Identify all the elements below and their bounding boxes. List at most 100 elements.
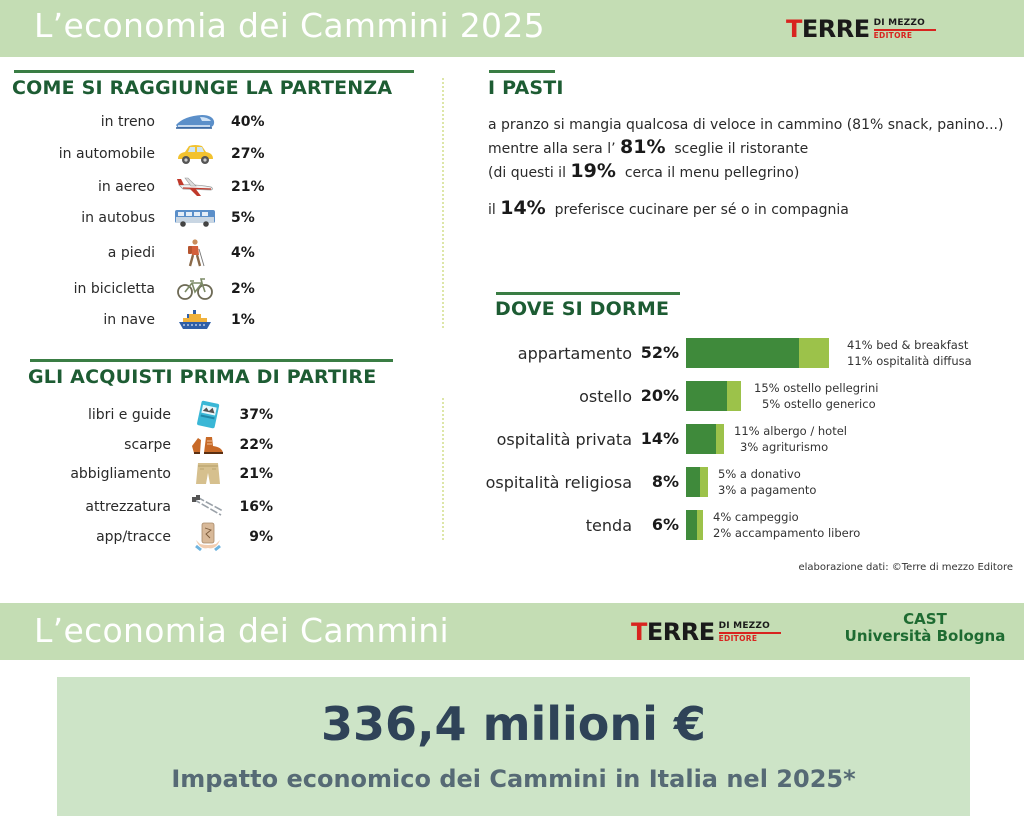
hiking-boots-icon — [183, 434, 233, 456]
transport-label: a piedi — [107, 245, 155, 261]
transport-item: in bicicletta 2% — [0, 275, 255, 303]
terre-di-mezzo-logo: TERRE DI MEZZO EDITORE — [631, 620, 781, 644]
section-rule — [496, 292, 680, 295]
shorts-icon — [183, 461, 233, 487]
bar-secondary — [799, 338, 829, 368]
meals-line: mentre alla sera l’ 81% sceglie il risto… — [488, 136, 809, 158]
purchases-title: GLI ACQUISTI PRIMA DI PARTIRE — [28, 366, 377, 388]
sleep-value: 14% — [640, 429, 679, 448]
column-divider — [442, 78, 444, 328]
impact-value: 336,4 milioni € — [321, 697, 706, 751]
column-divider — [442, 398, 444, 540]
bar-primary — [686, 467, 700, 497]
sleep-item: ospitalità religiosa 8% 5% a donativo 3% a … — [0, 467, 1024, 497]
sleep-label: appartamento — [517, 344, 632, 363]
bus-icon — [165, 208, 225, 228]
sleep-breakdown: 4% campeggio 2% accampamento libero — [713, 510, 861, 540]
bicycle-icon — [165, 277, 225, 301]
bar-secondary — [716, 424, 724, 454]
bar-primary — [686, 424, 716, 454]
purchase-item: abbigliamento 21% — [0, 460, 273, 488]
sleep-breakdown: 41% bed & breakfast 11% ospitalità diffus… — [847, 338, 972, 368]
section-rule — [489, 70, 555, 73]
sleep-label: tenda — [585, 516, 632, 535]
trekking-poles-icon — [183, 495, 233, 519]
bar-secondary — [700, 467, 708, 497]
transport-item: in treno 40% — [0, 108, 265, 136]
purchase-label: libri e guide — [88, 407, 171, 423]
meals-line: il 14% preferisce cucinare per sé o in c… — [488, 197, 849, 219]
purchase-value: 37% — [239, 407, 273, 423]
sleep-item: appartamento 52% 41% bed & breakfast 11% os… — [0, 338, 1024, 368]
sleep-value: 6% — [651, 515, 679, 534]
transport-item: in aereo 21% — [0, 173, 265, 201]
sleep-label: ostello — [579, 387, 632, 406]
purchase-label: abbigliamento — [70, 466, 171, 482]
sleep-breakdown: 15% ostello pellegrini 5% ostello generic… — [754, 381, 879, 411]
purchase-item: scarpe 22% — [0, 431, 273, 459]
transport-title: COME SI RAGGIUNGE LA PARTENZA — [12, 77, 393, 99]
data-credit: elaborazione dati: ©Terre di mezzo Edito… — [798, 562, 1013, 573]
phone-app-icon — [183, 522, 233, 552]
meals-line: (di questi il 19% cerca il menu pellegri… — [488, 160, 800, 182]
purchase-value: 22% — [239, 437, 273, 453]
sleep-value: 8% — [651, 472, 679, 491]
header-banner: L’economia dei Cammini 2025 TERRE DI MEZ… — [0, 0, 1024, 57]
meals-line: a pranzo si mangia qualcosa di veloce in… — [488, 117, 1004, 133]
hiker-icon — [165, 238, 225, 268]
train-icon — [165, 112, 225, 132]
section-rule — [14, 70, 414, 73]
transport-item: in nave 1% — [0, 306, 255, 334]
sleep-breakdown: 5% a donativo 3% a pagamento — [718, 467, 817, 497]
sleep-item: tenda 6% 4% campeggio 2% accampamento liber… — [0, 510, 1024, 540]
footer-title: L’economia dei Cammini — [34, 611, 449, 650]
transport-value: 2% — [231, 281, 255, 297]
sleep-item: ospitalità privata 14% 11% albergo / hotel… — [0, 424, 1024, 454]
sleep-value: 52% — [640, 343, 679, 362]
airplane-icon — [165, 175, 225, 199]
transport-label: in aereo — [97, 179, 155, 195]
car-icon — [165, 142, 225, 166]
meals-title: I PASTI — [488, 77, 564, 99]
purchase-value: 16% — [239, 499, 273, 515]
sleep-label: ospitalità religiosa — [485, 473, 632, 492]
terre-di-mezzo-logo: TERRE DI MEZZO EDITORE — [786, 17, 936, 41]
transport-value: 1% — [231, 312, 255, 328]
transport-item: a piedi 4% — [0, 239, 255, 267]
transport-label: in autobus — [81, 210, 155, 226]
bar-secondary — [727, 381, 741, 411]
purchase-label: scarpe — [124, 437, 171, 453]
purchase-value: 21% — [239, 466, 273, 482]
sleep-item: ostello 20% 15% ostello pellegrini 5% ostel… — [0, 381, 1024, 411]
transport-value: 27% — [231, 146, 265, 162]
guidebook-icon — [183, 400, 233, 430]
sleep-breakdown: 11% albergo / hotel 3% agriturismo — [734, 424, 847, 454]
purchase-item: app/tracce 9% — [0, 522, 273, 552]
transport-value: 5% — [231, 210, 255, 226]
cast-unibo-logo: CAST Università Bologna — [844, 610, 1006, 645]
transport-value: 4% — [231, 245, 255, 261]
transport-label: in nave — [103, 312, 155, 328]
bar-secondary — [697, 510, 703, 540]
purchase-label: attrezzatura — [85, 499, 171, 515]
section-rule — [30, 359, 393, 362]
sleep-title: DOVE SI DORME — [495, 298, 670, 320]
transport-value: 21% — [231, 179, 265, 195]
footer-banner: L’economia dei Cammini TERRE DI MEZZO ED… — [0, 603, 1024, 660]
transport-label: in automobile — [58, 146, 155, 162]
impact-box: 336,4 milioni € Impatto economico dei Ca… — [57, 677, 970, 816]
bar-primary — [686, 338, 799, 368]
transport-item: in autobus 5% — [0, 204, 255, 232]
page-title: L’economia dei Cammini 2025 — [34, 6, 545, 45]
ship-icon — [165, 309, 225, 331]
impact-caption: Impatto economico dei Cammini in Italia … — [171, 765, 856, 793]
purchase-label: app/tracce — [96, 529, 171, 545]
transport-label: in treno — [100, 114, 155, 130]
bar-primary — [686, 381, 727, 411]
bar-primary — [686, 510, 697, 540]
transport-item: in automobile 27% — [0, 140, 265, 168]
transport-label: in bicicletta — [73, 281, 155, 297]
transport-value: 40% — [231, 114, 265, 130]
purchase-item: libri e guide 37% — [0, 400, 273, 430]
sleep-label: ospitalità privata — [496, 430, 632, 449]
